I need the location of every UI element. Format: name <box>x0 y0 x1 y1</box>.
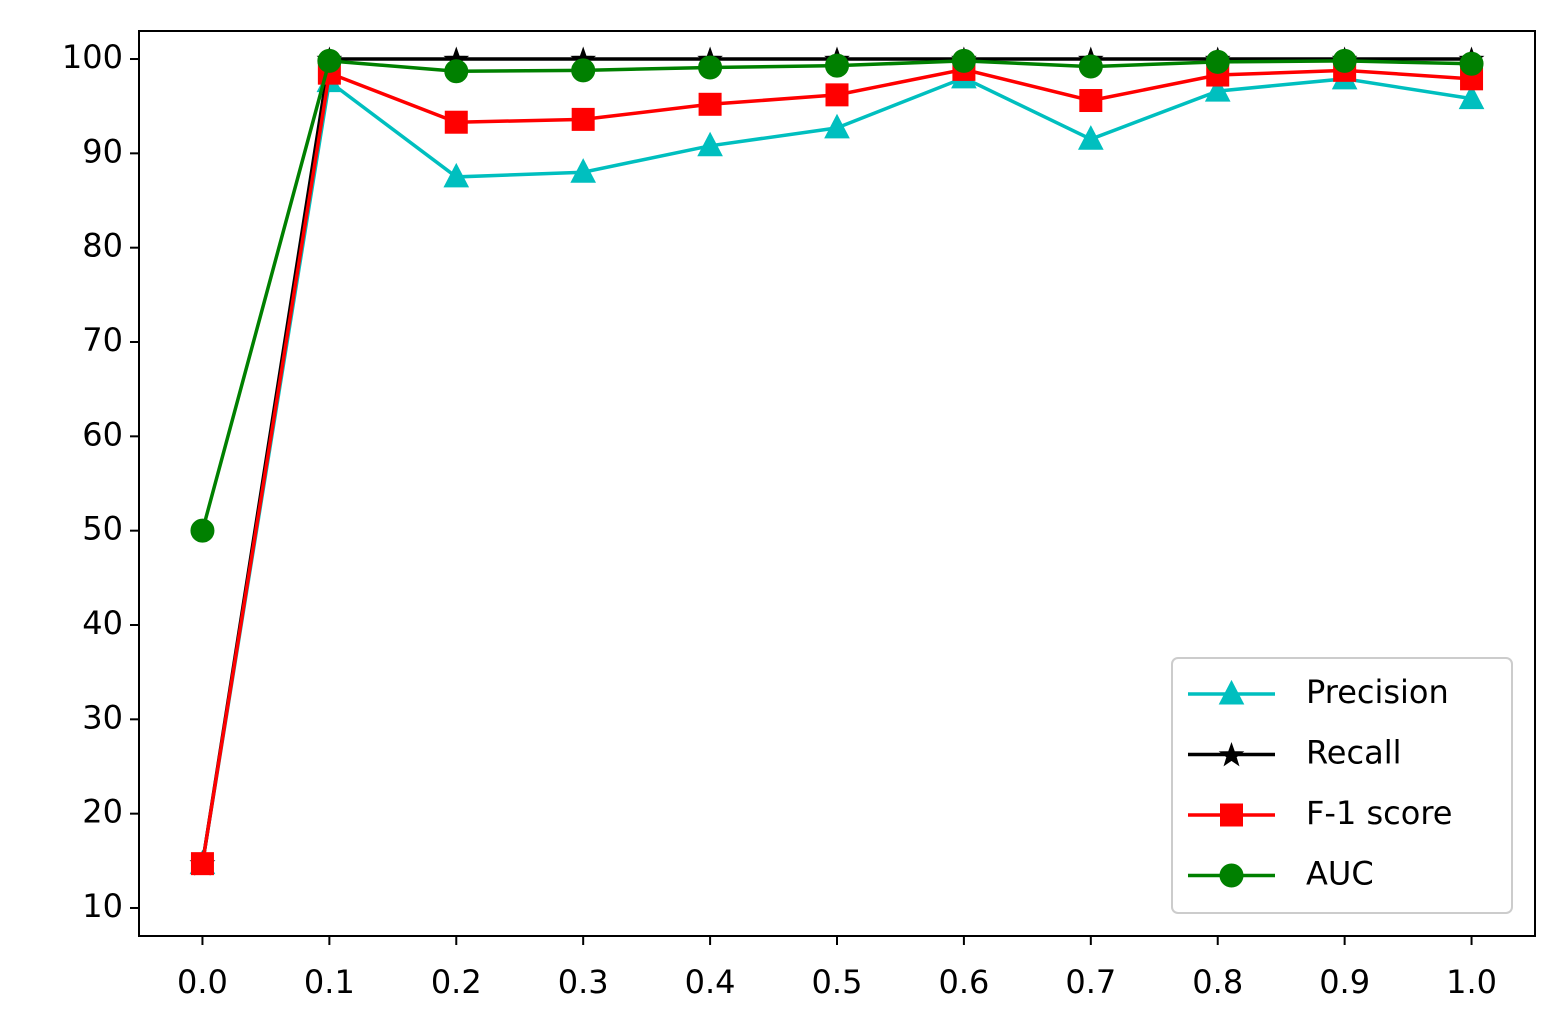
marker <box>444 110 468 134</box>
marker <box>1078 54 1103 79</box>
x-tick-label: 0.4 <box>685 963 736 1001</box>
marker <box>824 113 850 139</box>
legend-label: F-1 score <box>1306 794 1452 832</box>
x-tick-label: 1.0 <box>1446 963 1497 1001</box>
marker <box>443 162 470 188</box>
y-tick-label: 80 <box>82 227 123 265</box>
marker <box>1220 803 1243 827</box>
marker <box>190 518 215 543</box>
marker <box>571 58 596 83</box>
marker <box>317 48 342 73</box>
y-tick-label: 40 <box>82 604 123 642</box>
y-tick-label: 30 <box>82 698 123 736</box>
marker <box>1079 89 1103 113</box>
marker <box>1459 51 1484 76</box>
marker <box>190 852 214 876</box>
marker <box>697 131 723 157</box>
x-tick-label: 0.1 <box>304 963 355 1001</box>
x-tick-label: 0.3 <box>558 963 609 1001</box>
x-tick-label: 0.9 <box>1319 963 1370 1001</box>
marker <box>570 158 597 183</box>
y-tick-label: 90 <box>82 132 123 170</box>
marker <box>571 107 595 131</box>
marker <box>1332 48 1357 73</box>
marker <box>1204 77 1231 102</box>
y-tick-label: 10 <box>82 887 123 925</box>
legend-label: Recall <box>1306 734 1401 772</box>
legend: Precision Recall F-1 score AUC <box>1171 657 1513 914</box>
x-tick-label: 0.0 <box>177 963 228 1001</box>
marker <box>825 53 849 78</box>
marker <box>1219 863 1244 888</box>
marker <box>1077 125 1104 150</box>
legend-box <box>1171 657 1513 914</box>
y-tick-label: 50 <box>82 510 123 548</box>
x-tick-label: 0.5 <box>812 963 863 1001</box>
x-tick-label: 0.6 <box>938 963 989 1001</box>
legend-label: Precision <box>1306 673 1449 711</box>
marker <box>444 59 469 84</box>
marker <box>1458 84 1485 110</box>
y-tick-label: 20 <box>82 793 123 831</box>
y-tick-label: 60 <box>82 415 123 453</box>
marker <box>698 55 723 80</box>
marker <box>1218 679 1245 705</box>
y-tick-label: 70 <box>82 321 123 359</box>
marker <box>825 83 849 107</box>
marker <box>951 48 976 73</box>
marker <box>1218 741 1245 767</box>
x-tick-label: 0.8 <box>1192 963 1243 1001</box>
marker <box>698 92 722 116</box>
legend-label: AUC <box>1306 855 1374 893</box>
y-tick-label: 100 <box>62 38 123 76</box>
x-tick-label: 0.2 <box>431 963 482 1001</box>
marker <box>1205 49 1230 74</box>
x-tick-label: 0.7 <box>1065 963 1116 1001</box>
